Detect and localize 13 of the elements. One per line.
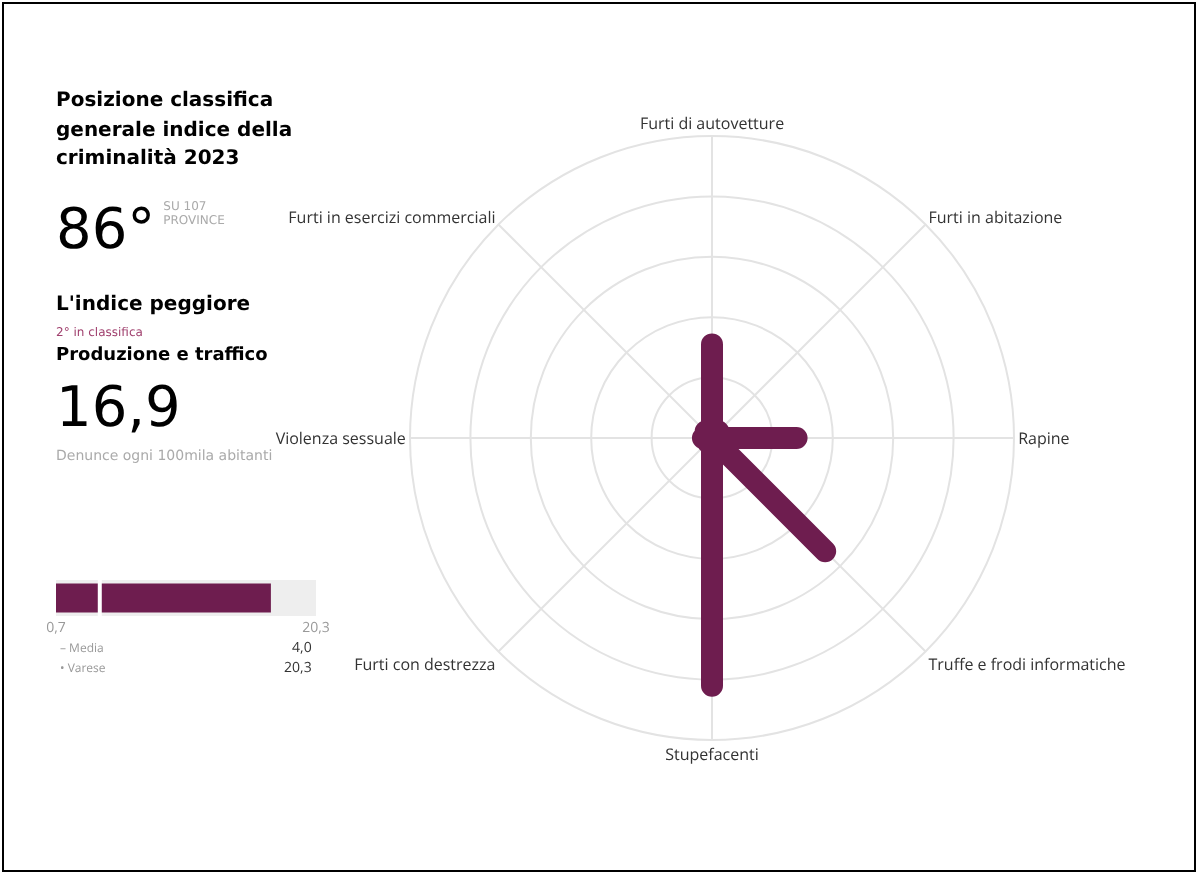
spoke-label: Violenza sessuale: [275, 427, 407, 450]
text: L'indice peggiore: [56, 293, 253, 315]
text: 86°: [56, 195, 156, 261]
spoke-label: Stupefacenti: [665, 744, 759, 767]
spoke-label: Furti in abitazione: [928, 207, 1064, 230]
text: 16,9: [56, 373, 181, 439]
spoke-label: Rapine: [1018, 427, 1071, 450]
spoke-label: Furti in esercizi commerciali: [288, 207, 496, 230]
spoke-label: Furti con destrezza: [354, 653, 496, 676]
text: Produzione e traffico: [56, 345, 270, 365]
spoke-label: Furti di autovetture: [639, 112, 786, 135]
spoke-label: Truffe e frodi informatiche: [928, 653, 1127, 676]
text: Posizione classifica generale indice della criminalità 2023: [56, 88, 295, 174]
